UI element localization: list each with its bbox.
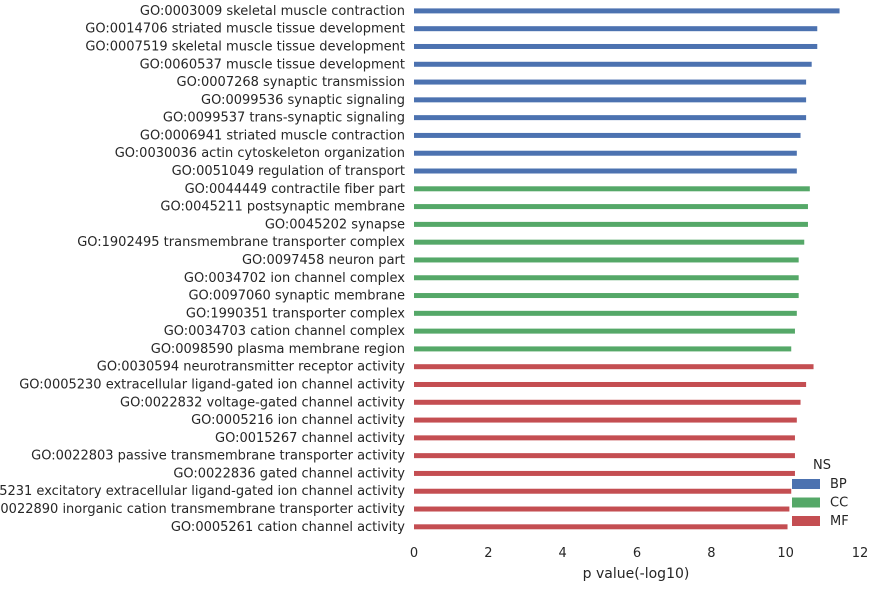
category-label: GO:0003009 skeletal muscle contraction bbox=[140, 4, 405, 19]
bar bbox=[414, 8, 840, 14]
bar bbox=[414, 381, 807, 387]
legend-label: CC bbox=[830, 496, 848, 511]
category-label: GO:0044449 contractile fiber part bbox=[185, 182, 405, 197]
x-tick-label: 8 bbox=[707, 546, 715, 561]
bar bbox=[414, 204, 808, 210]
category-label: GO:0097458 neuron part bbox=[242, 253, 405, 268]
bar bbox=[414, 453, 795, 459]
bar bbox=[414, 186, 810, 192]
category-label: GO:0098590 plasma membrane region bbox=[151, 342, 405, 357]
bar bbox=[414, 293, 799, 299]
bar bbox=[414, 26, 818, 32]
bar bbox=[414, 115, 807, 121]
category-label: GO:0022803 passive transmembrane transpo… bbox=[31, 449, 405, 464]
bar bbox=[414, 257, 799, 263]
bar bbox=[414, 239, 805, 245]
bar bbox=[414, 132, 801, 138]
bar bbox=[414, 488, 792, 494]
category-label: GO:0030594 neurotransmitter receptor act… bbox=[97, 360, 406, 375]
bar bbox=[414, 275, 799, 281]
category-label: GO:0007268 synaptic transmission bbox=[177, 75, 405, 90]
category-label: GO:0097060 synaptic membrane bbox=[188, 289, 405, 304]
category-label: GO:0022890 inorganic cation transmembran… bbox=[0, 502, 405, 517]
bar bbox=[414, 506, 790, 512]
category-label: GO:0005231 excitatory extracellular liga… bbox=[0, 484, 405, 499]
bar bbox=[414, 435, 795, 441]
bar bbox=[414, 417, 797, 423]
legend-swatch bbox=[792, 479, 820, 489]
category-label: GO:0045202 synapse bbox=[265, 217, 405, 232]
bar bbox=[414, 43, 818, 49]
bar bbox=[414, 79, 807, 85]
category-label: GO:0022836 gated channel activity bbox=[173, 466, 405, 481]
bar bbox=[414, 524, 788, 530]
bars-layer bbox=[414, 8, 840, 530]
legend-label: MF bbox=[830, 514, 849, 529]
bar bbox=[414, 346, 792, 352]
bar bbox=[414, 168, 797, 174]
bar bbox=[414, 97, 807, 103]
category-label: GO:0006941 striated muscle contraction bbox=[140, 128, 405, 143]
x-tick-label: 6 bbox=[633, 546, 641, 561]
x-tick-label: 10 bbox=[777, 546, 794, 561]
x-tick-label: 12 bbox=[852, 546, 869, 561]
category-label: GO:1902495 transmembrane transporter com… bbox=[77, 235, 405, 250]
category-label: GO:1990351 transporter complex bbox=[186, 306, 405, 321]
bar bbox=[414, 150, 797, 156]
category-label: GO:0005216 ion channel activity bbox=[191, 413, 405, 428]
category-label: GO:0099536 synaptic signaling bbox=[201, 93, 405, 108]
x-axis-label: p value(-log10) bbox=[583, 566, 690, 582]
legend-title: NS bbox=[813, 458, 831, 473]
bar bbox=[414, 328, 795, 334]
x-axis-ticks: 0 2 4 6 8 10 12 bbox=[410, 546, 868, 561]
bar bbox=[414, 470, 795, 476]
legend-swatch bbox=[792, 497, 820, 508]
bar bbox=[414, 61, 812, 67]
legend: NS BP CC MF bbox=[792, 458, 849, 529]
bar bbox=[414, 221, 808, 227]
category-label: GO:0014706 striated muscle tissue develo… bbox=[85, 22, 405, 37]
bar bbox=[414, 399, 801, 405]
bar bbox=[414, 364, 814, 370]
category-label: GO:0005230 extracellular ligand-gated io… bbox=[19, 377, 405, 392]
category-label: GO:0034702 ion channel complex bbox=[184, 271, 405, 286]
category-label: GO:0022832 voltage-gated channel activit… bbox=[120, 395, 405, 410]
category-labels: GO:0003009 skeletal muscle contraction GO… bbox=[0, 4, 405, 535]
category-label: GO:0045211 postsynaptic membrane bbox=[160, 200, 405, 215]
legend-label: BP bbox=[830, 477, 847, 492]
x-tick-label: 0 bbox=[410, 546, 418, 561]
category-label: GO:0030036 actin cytoskeleton organizati… bbox=[115, 146, 405, 161]
category-label: GO:0051049 regulation of transport bbox=[172, 164, 405, 179]
bar bbox=[414, 310, 797, 316]
legend-swatch bbox=[792, 516, 820, 526]
category-label: GO:0007519 skeletal muscle tissue develo… bbox=[85, 39, 405, 54]
category-label: GO:0099537 trans-synaptic signaling bbox=[163, 111, 405, 126]
x-tick-label: 2 bbox=[484, 546, 492, 561]
category-label: GO:0005261 cation channel activity bbox=[171, 520, 405, 535]
category-label: GO:0034703 cation channel complex bbox=[164, 324, 406, 339]
category-label: GO:0060537 muscle tissue development bbox=[140, 57, 405, 72]
category-label: GO:0015267 channel activity bbox=[215, 431, 405, 446]
x-tick-label: 4 bbox=[559, 546, 567, 561]
